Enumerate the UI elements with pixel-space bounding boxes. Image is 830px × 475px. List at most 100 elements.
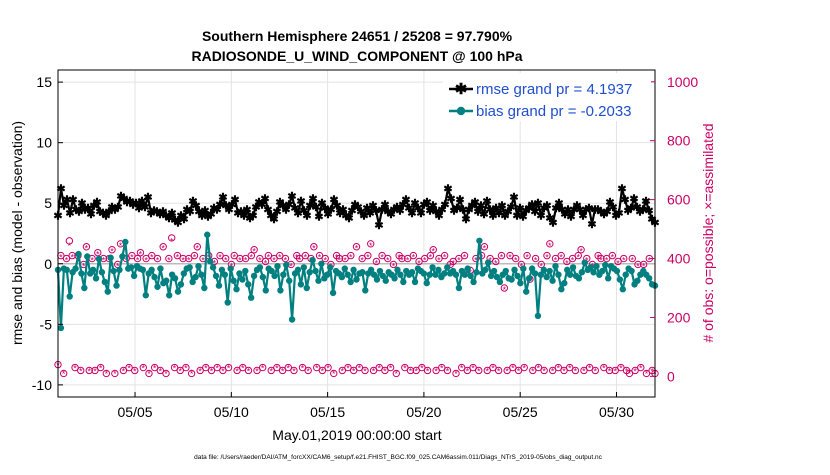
obs-possible-point: [455, 254, 463, 263]
obs-assimilated-point: *: [90, 256, 94, 266]
obs-assimilated-point: *: [426, 366, 430, 376]
bias-point: [166, 292, 173, 299]
obs-assimilated-point: *: [596, 253, 600, 263]
bias-point: [177, 281, 185, 288]
obs-assimilated-point: *: [440, 363, 444, 373]
bias-point: [502, 267, 509, 275]
rmse-point: ✱: [482, 196, 491, 208]
bias-point: [256, 264, 264, 271]
rmse-point: ✱: [521, 205, 530, 217]
obs-assimilated-point: *: [628, 369, 632, 379]
bias-point: [590, 269, 597, 276]
obs-assimilated-point: *: [417, 258, 421, 268]
bias-point: [189, 278, 196, 286]
rmse-point: ✱: [575, 204, 584, 216]
plot-frame: [57, 69, 656, 398]
obs-possible-point: [611, 366, 619, 375]
obs-assimilated-point: *: [545, 253, 549, 263]
obs-possible-point: [341, 254, 349, 263]
bias-point: [268, 267, 275, 275]
bias-point: [569, 264, 577, 271]
obs-possible-point: [614, 257, 622, 266]
bias-point: [616, 276, 624, 283]
bias-point: [370, 271, 378, 278]
obs-assimilated-point: *: [400, 256, 404, 266]
obs-assimilated-point: *: [375, 258, 379, 268]
bias-point: [534, 312, 542, 320]
obs-possible-point: [423, 366, 432, 375]
rmse-point: ✱: [404, 203, 413, 215]
legend-rmse-label: rmse grand pr = 4.1937: [476, 81, 632, 98]
rmse-point: ✱: [455, 195, 464, 207]
bias-point: [280, 271, 287, 278]
bias-point: [72, 265, 79, 272]
obs-assimilated-point: *: [420, 363, 424, 373]
y-tick-label: 5: [44, 195, 52, 211]
obs-possible-point: [449, 257, 457, 266]
obs-assimilated-point: *: [341, 366, 345, 376]
rmse-point: ✱: [635, 207, 644, 219]
rmse-point: ✱: [629, 193, 638, 205]
obs-assimilated-point: *: [343, 256, 347, 266]
obs-assimilated-point: *: [622, 256, 626, 266]
obs-assimilated-point: *: [252, 247, 256, 257]
obs-possible-point: [364, 251, 372, 260]
bias-point: [587, 264, 594, 271]
obs-assimilated-point: *: [193, 253, 197, 263]
rmse-point: ✱: [368, 201, 377, 213]
bias-point: [262, 287, 269, 294]
rmse-point: ✱: [539, 203, 548, 215]
obs-possible-point: [546, 240, 554, 248]
obs-possible-point: [494, 366, 503, 375]
rmse-point: ✱: [245, 213, 254, 225]
rmse-point: ✱: [557, 204, 566, 216]
bias-point: [373, 276, 381, 283]
rmse-point: ✱: [206, 209, 215, 221]
bias-point: [429, 264, 436, 271]
obs-assimilated-point: *: [130, 253, 134, 263]
rmse-point: ✱: [113, 202, 122, 214]
rmse-point: ✱: [272, 207, 281, 219]
obs-possible-point: [267, 366, 275, 375]
bias-point: [628, 267, 635, 275]
rmse-point: ✱: [326, 204, 335, 216]
obs-assimilated-point: *: [153, 363, 157, 373]
obs-assimilated-point: *: [62, 369, 66, 379]
obs-possible-point: [59, 369, 68, 378]
obs-possible-point: [560, 366, 568, 375]
obs-possible-point: [349, 366, 358, 375]
rmse-point: ✱: [401, 195, 410, 207]
bias-point: [444, 264, 451, 271]
rmse-point: ✱: [623, 205, 632, 217]
bias-point: [359, 269, 366, 276]
bias-point: [245, 281, 252, 288]
obs-possible-point: [301, 251, 310, 260]
obs-assimilated-point: *: [315, 363, 319, 373]
rmse-point: ✱: [233, 208, 242, 220]
bias-point: [604, 275, 612, 282]
bias-point: [581, 259, 588, 266]
bias-point: [318, 260, 325, 267]
obs-possible-point: [585, 363, 594, 372]
obs-assimilated-point: *: [287, 363, 291, 373]
obs-assimilated-point: *: [201, 256, 205, 266]
rmse-point: ✱: [275, 197, 284, 209]
bias-point: [593, 263, 600, 270]
obs-assimilated-point: *: [306, 366, 310, 376]
obs-assimilated-point: *: [269, 366, 273, 376]
obs-assimilated-point: *: [278, 253, 282, 263]
obs-possible-point: [196, 366, 204, 375]
rmse-point: ✱: [518, 212, 527, 224]
obs-possible-point: [409, 251, 418, 260]
obs-assimilated-point: *: [500, 253, 504, 263]
obs-assimilated-point: *: [187, 256, 191, 266]
obs-assimilated-point: *: [372, 366, 376, 376]
rmse-point: ✱: [371, 205, 380, 217]
rmse-point: ✱: [71, 204, 80, 216]
bias-point: [540, 266, 547, 274]
obs-possible-point: [475, 366, 483, 375]
bias-point: [622, 271, 629, 278]
obs-possible-point: [386, 363, 395, 372]
series-layer: ✱✱✱✱✱✱✱✱✱✱✱✱✱✱✱✱✱✱✱✱✱✱✱✱✱✱✱✱✱✱✱✱✱✱✱✱✱✱✱✱…: [53, 184, 660, 332]
bias-point: [92, 275, 100, 282]
